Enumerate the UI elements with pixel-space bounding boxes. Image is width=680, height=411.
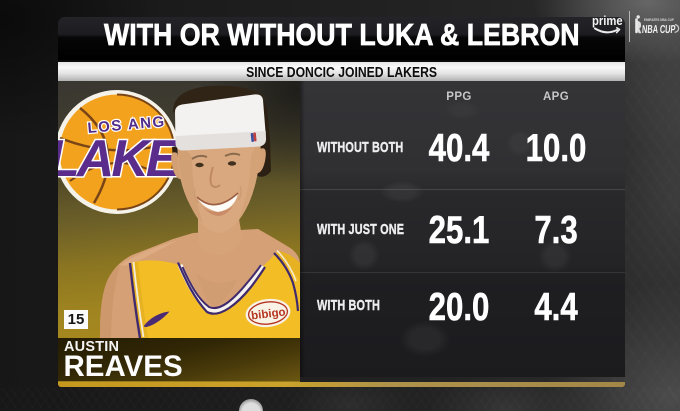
svg-text:NBA CUP: NBA CUP	[642, 24, 677, 36]
svg-text:EMIRATES NBA CUP: EMIRATES NBA CUP	[644, 18, 675, 22]
svg-text:bibigo: bibigo	[251, 306, 287, 322]
